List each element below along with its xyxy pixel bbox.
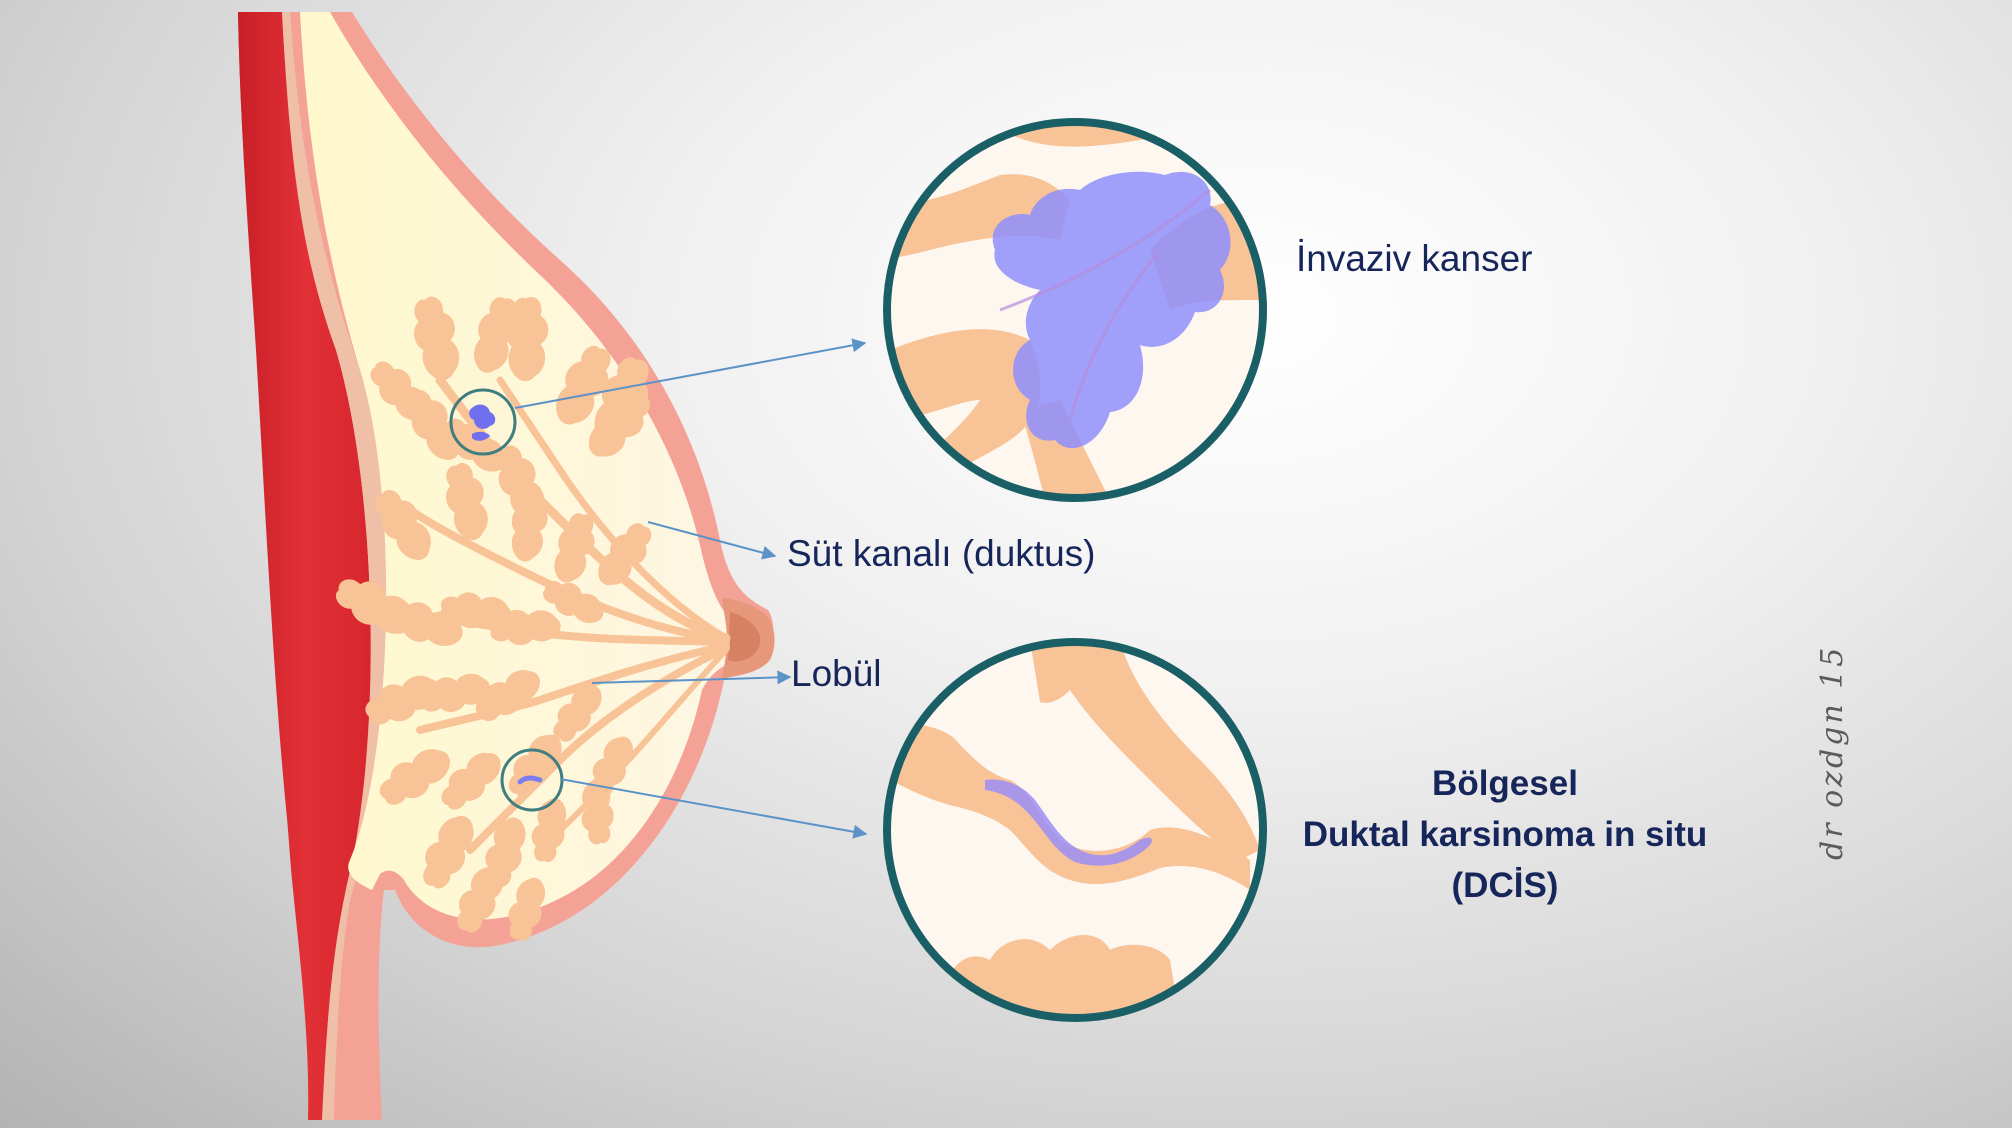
dcis-label-line-1: Bölgesel (1432, 764, 1578, 803)
invasive-cancer-zoom (883, 118, 1267, 502)
dcis-label: Bölgesel Duktal karsinoma in situ (DCİS) (1190, 758, 1820, 911)
milk-ducts (396, 375, 731, 854)
lobule-label: Lobül (791, 653, 882, 694)
dcis-zoom (883, 638, 1267, 1022)
arrow-right-icon (647, 521, 777, 560)
dcis-label-line-3: (DCİS) (1451, 866, 1559, 905)
pointer-arrows (514, 338, 868, 839)
tumor-mass (992, 171, 1231, 449)
invasive-marker (449, 388, 517, 456)
arrow-right-icon (559, 778, 868, 839)
author-signature: dr ozdgn 15 (1815, 644, 1850, 860)
arrow-right-icon (514, 338, 867, 409)
dcis-lesion (985, 779, 1152, 866)
milk-duct-label: Süt kanalı (duktus) (787, 533, 1096, 574)
arrow-right-icon (591, 670, 792, 685)
invasive-cancer-label: İnvaziv kanser (1296, 238, 1533, 279)
dcis-label-line-2: Duktal karsinoma in situ (1302, 815, 1708, 854)
